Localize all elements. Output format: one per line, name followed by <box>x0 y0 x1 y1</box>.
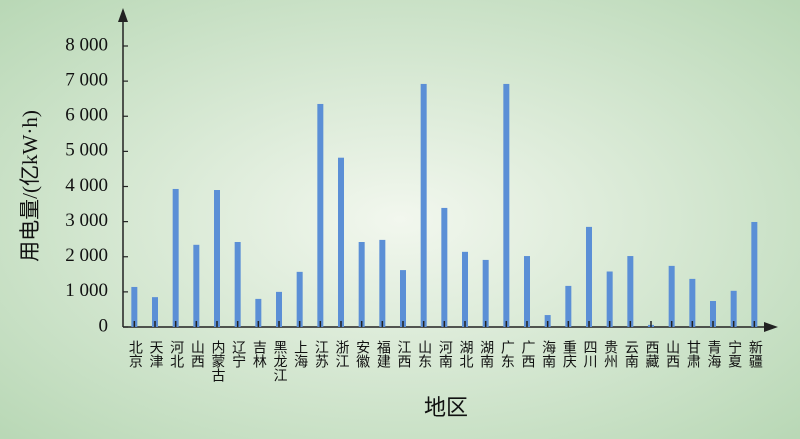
x-tick-label: 吉林 <box>251 340 267 368</box>
x-tick-label: 天津 <box>148 340 164 368</box>
bar <box>420 83 427 327</box>
x-tick-label: 上海 <box>292 340 308 368</box>
x-tick-label: 四川 <box>582 340 598 368</box>
x-tick-label: 新疆 <box>747 340 763 368</box>
x-tick-label: 甘肃 <box>685 340 701 368</box>
bar <box>606 271 613 327</box>
x-tick-label: 湖北 <box>458 340 474 369</box>
bar <box>152 297 159 327</box>
x-tick-label: 湖南 <box>478 340 494 368</box>
bar <box>234 241 241 327</box>
y-axis-label: 用电量/(亿kW·h) <box>18 110 42 262</box>
x-tick-label: 辽宁 <box>230 340 246 368</box>
y-tick-label: 1 000 <box>65 280 108 301</box>
bar <box>131 286 138 327</box>
bar <box>627 256 634 327</box>
x-tick-label: 海南 <box>540 340 556 368</box>
x-tick-label: 江西 <box>396 340 412 368</box>
x-tick-label: 重庆 <box>561 340 577 368</box>
bar <box>441 207 448 327</box>
bar <box>668 265 675 327</box>
y-tick-label: 4 000 <box>65 175 108 196</box>
bar <box>276 291 283 327</box>
bar <box>338 157 345 327</box>
bar <box>462 251 469 327</box>
bar <box>689 278 696 327</box>
x-tick-label: 宁夏 <box>726 339 742 368</box>
bar <box>565 285 572 327</box>
bar <box>255 298 262 327</box>
x-tick-label: 贵州 <box>602 340 618 368</box>
x-tick-label: 云南 <box>623 340 639 368</box>
bar <box>482 259 489 327</box>
x-tick-label: 广西 <box>520 340 536 368</box>
x-tick-label: 广东 <box>499 340 515 368</box>
x-tick-label: 山西 <box>664 340 680 368</box>
bar <box>524 256 531 327</box>
y-tick-label: 8 000 <box>65 34 108 55</box>
x-tick-label: 安徽 <box>354 340 370 368</box>
y-tick-label: 3 000 <box>65 210 108 231</box>
x-tick-label: 山西 <box>189 340 205 368</box>
x-tick-label: 内蒙古 <box>210 340 226 382</box>
y-tick-label: 2 000 <box>65 245 108 266</box>
x-tick-label: 北京 <box>127 340 143 368</box>
x-tick-label: 青海 <box>706 340 722 368</box>
bar <box>193 244 200 327</box>
bar <box>296 271 303 327</box>
bar <box>172 188 179 327</box>
x-tick-label: 河南 <box>437 340 453 368</box>
bar <box>214 190 221 327</box>
bar <box>400 270 407 327</box>
x-tick-label: 黑龙江 <box>272 340 288 382</box>
bar <box>710 301 717 327</box>
x-axis-label: 地区 <box>424 395 468 420</box>
bar <box>503 83 510 327</box>
x-tick-label: 福建 <box>375 340 391 369</box>
bar <box>586 226 593 327</box>
bar <box>730 290 737 327</box>
y-tick-label: 7 000 <box>65 69 108 90</box>
bar <box>379 239 386 327</box>
bar <box>358 241 365 327</box>
x-tick-label: 山东 <box>416 340 432 368</box>
x-tick-label: 江苏 <box>313 340 329 369</box>
y-tick-label: 6 000 <box>65 105 108 126</box>
x-tick-label: 西藏 <box>644 340 660 368</box>
x-tick-label: 浙江 <box>334 340 350 368</box>
bar <box>751 221 758 327</box>
x-axis-arrow <box>764 322 778 332</box>
bar <box>317 103 324 327</box>
x-tick-label: 河北 <box>168 340 184 369</box>
y-axis-arrow <box>118 8 128 22</box>
y-tick-label: 0 <box>99 315 109 336</box>
y-tick-label: 5 000 <box>65 140 108 161</box>
